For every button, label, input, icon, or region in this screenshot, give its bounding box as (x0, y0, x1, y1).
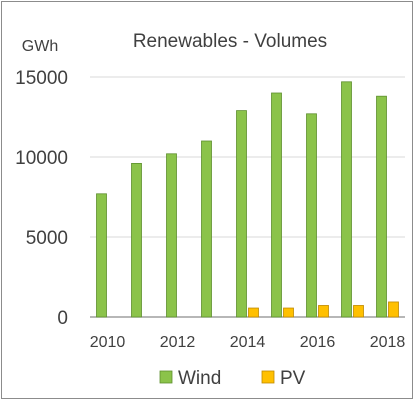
bar-pv-2016 (318, 305, 329, 318)
bar-pv-2017 (353, 305, 364, 318)
bar-pv-2015 (283, 307, 294, 318)
bar-wind-2018 (376, 95, 387, 318)
bar-wind-2015 (271, 92, 282, 318)
bar-wind-2012 (166, 153, 177, 318)
unit-label: GWh (22, 38, 58, 55)
chart-title: Renewables - Volumes (133, 31, 327, 52)
legend-label-pv: PV (280, 368, 306, 389)
x-tick-label: 2016 (300, 334, 336, 351)
bar-wind-2013 (201, 140, 212, 318)
y-axis-ticks: 0 5000 10000 15000 (15, 68, 68, 329)
legend: Wind PV (159, 368, 306, 389)
x-tick-label: 2018 (370, 334, 406, 351)
y-tick-label: 10000 (15, 148, 68, 169)
gridlines (90, 76, 405, 318)
legend-swatch-pv (261, 370, 275, 384)
bar-wind-2014 (236, 110, 247, 318)
bar-pv-2014 (248, 307, 259, 318)
legend-label-wind: Wind (178, 368, 221, 389)
x-tick-label: 2010 (90, 334, 126, 351)
chart-frame: Renewables - Volumes GWh 0 5000 10000 15000… (1, 1, 413, 399)
bar-wind-2011 (131, 162, 142, 318)
bar-wind-2017 (341, 81, 352, 318)
y-tick-label: 5000 (26, 228, 68, 249)
bars (96, 81, 399, 318)
bar-wind-2016 (306, 113, 317, 318)
y-tick-label: 15000 (15, 68, 68, 89)
x-axis-ticks: 2010 2012 2014 2016 2018 (90, 334, 406, 351)
x-tick-label: 2014 (230, 334, 266, 351)
legend-swatch-wind (159, 370, 173, 384)
y-tick-label: 0 (57, 308, 68, 329)
bar-pv-2018 (388, 301, 399, 318)
bar-wind-2010 (96, 193, 107, 318)
x-tick-label: 2012 (160, 334, 196, 351)
